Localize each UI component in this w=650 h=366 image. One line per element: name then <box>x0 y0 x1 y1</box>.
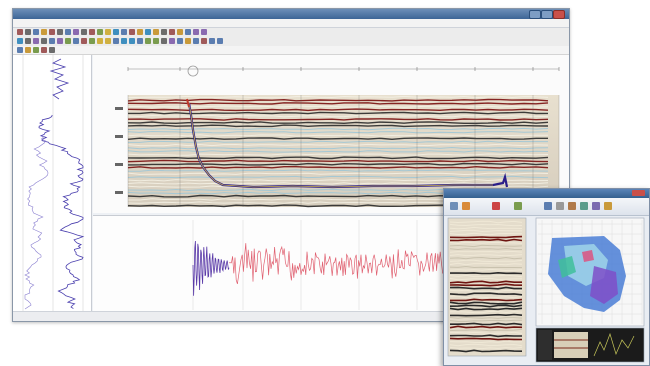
toolbar-icon[interactable] <box>97 29 103 35</box>
toolbar-icon[interactable] <box>145 38 151 44</box>
toolbar-icon[interactable] <box>193 29 199 35</box>
toolbar-icon[interactable] <box>17 47 23 53</box>
toolbar-icon[interactable] <box>49 47 55 53</box>
ribbon-icon[interactable] <box>592 202 600 210</box>
toolbar-icon[interactable] <box>161 38 167 44</box>
toolbar-icon[interactable] <box>121 38 127 44</box>
toolbar-icon[interactable] <box>129 38 135 44</box>
toolbar-icon[interactable] <box>57 38 63 44</box>
toolbar-icon[interactable] <box>25 47 31 53</box>
ribbon-icon[interactable] <box>604 202 612 210</box>
toolbar-tertiary <box>13 46 569 55</box>
toolbar-icon[interactable] <box>49 38 55 44</box>
toolbar-icon[interactable] <box>73 29 79 35</box>
toolbar-icon[interactable] <box>177 38 183 44</box>
toolbar-icon[interactable] <box>145 29 151 35</box>
ribbon-icon[interactable] <box>556 202 564 210</box>
toolbar-icon[interactable] <box>105 38 111 44</box>
toolbar-icon[interactable] <box>113 38 119 44</box>
inset-seismic-section <box>449 220 523 353</box>
ribbon-icon[interactable] <box>580 202 588 210</box>
toolbar-icon[interactable] <box>193 38 199 44</box>
ribbon-icon[interactable] <box>544 202 552 210</box>
toolbar-icon[interactable] <box>201 38 207 44</box>
toolbar-icon[interactable] <box>185 38 191 44</box>
toolbar-icon[interactable] <box>25 38 31 44</box>
ribbon-icon[interactable] <box>514 202 522 210</box>
inset-ribbon <box>444 198 649 216</box>
toolbar-icon[interactable] <box>177 29 183 35</box>
status-bar <box>13 311 569 321</box>
toolbar-icon[interactable] <box>161 29 167 35</box>
toolbar-icon[interactable] <box>17 29 23 35</box>
toolbar-icon[interactable] <box>129 29 135 35</box>
well-log-track[interactable] <box>13 55 91 313</box>
ribbon-icon[interactable] <box>450 202 458 210</box>
toolbar-icon[interactable] <box>81 38 87 44</box>
minimize-button[interactable] <box>529 10 541 19</box>
toolbar-icon[interactable] <box>113 29 119 35</box>
main-window <box>12 8 570 322</box>
toolbar-icon[interactable] <box>97 38 103 44</box>
menu-bar <box>13 19 569 28</box>
toolbar-icon[interactable] <box>41 38 47 44</box>
toolbar-icon[interactable] <box>41 47 47 53</box>
toolbar-icon[interactable] <box>33 38 39 44</box>
close-button[interactable] <box>553 10 565 19</box>
toolbar-icon[interactable] <box>209 38 215 44</box>
trace-curve-purple <box>192 240 230 296</box>
toolbar-icon[interactable] <box>121 29 127 35</box>
ribbon-icon[interactable] <box>492 202 500 210</box>
inset-close-button[interactable] <box>632 190 645 196</box>
toolbar-icon[interactable] <box>169 29 175 35</box>
toolbar-icon[interactable] <box>185 29 191 35</box>
toolbar-icon[interactable] <box>137 29 143 35</box>
toolbar-icon[interactable] <box>65 38 71 44</box>
toolbar-icon[interactable] <box>153 29 159 35</box>
log-curve <box>24 114 85 310</box>
toolbar-icon[interactable] <box>41 29 47 35</box>
well-log-panel[interactable] <box>13 55 92 313</box>
ribbon-icon[interactable] <box>462 202 470 210</box>
toolbar-icon[interactable] <box>33 47 39 53</box>
inset-content[interactable] <box>444 216 649 365</box>
inset-window[interactable] <box>443 188 650 366</box>
inset-title-bar <box>444 189 649 198</box>
toolbar-icon[interactable] <box>33 29 39 35</box>
toolbar-icon[interactable] <box>89 38 95 44</box>
toolbar-icon[interactable] <box>81 29 87 35</box>
toolbar-icon[interactable] <box>217 38 223 44</box>
toolbar-icon[interactable] <box>57 29 63 35</box>
toolbar-icon[interactable] <box>25 29 31 35</box>
toolbar-icon[interactable] <box>73 38 79 44</box>
toolbar-icon[interactable] <box>153 38 159 44</box>
seismic-section[interactable] <box>93 55 569 213</box>
toolbar-icon[interactable] <box>17 38 23 44</box>
maximize-button[interactable] <box>541 10 553 19</box>
toolbar-icon[interactable] <box>89 29 95 35</box>
title-bar <box>13 9 569 19</box>
circle-cursor-icon <box>187 65 199 77</box>
seismic-section-panel[interactable] <box>93 55 569 213</box>
toolbar-icon[interactable] <box>169 38 175 44</box>
ribbon-icon[interactable] <box>568 202 576 210</box>
toolbar-icon[interactable] <box>201 29 207 35</box>
toolbar-icon[interactable] <box>65 29 71 35</box>
toolbar-icon[interactable] <box>137 38 143 44</box>
trace-curve-red <box>228 243 453 285</box>
toolbar-icon[interactable] <box>49 29 55 35</box>
toolbar-icon[interactable] <box>105 29 111 35</box>
